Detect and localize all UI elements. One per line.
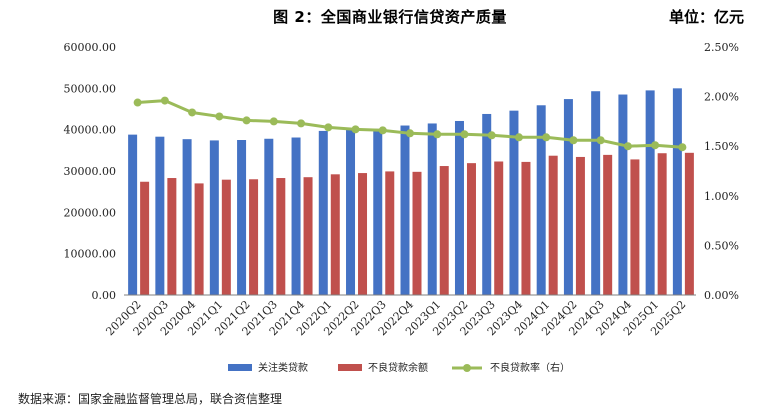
legend-item-attention-loans: 关注类贷款 <box>228 361 308 374</box>
left-axis-tick-label: 30000.00 <box>64 165 117 178</box>
bar-attention-loans <box>373 128 383 295</box>
point-npl-ratio <box>378 126 387 135</box>
point-npl-ratio <box>569 136 578 145</box>
point-npl-ratio <box>351 125 360 134</box>
right-axis-tick-label: 2.50% <box>704 41 739 54</box>
legend-item-npl-ratio: 不良贷款率（右） <box>452 361 570 374</box>
bar-npl-balance <box>466 163 476 295</box>
bar-attention-loans <box>591 91 601 295</box>
legend-label: 不良贷款余额 <box>368 361 428 374</box>
bar-attention-loans <box>482 113 492 296</box>
right-axis-tick-label: 2.00% <box>704 91 739 104</box>
point-npl-ratio <box>406 129 414 138</box>
bar-npl-balance <box>494 161 504 295</box>
bar-npl-balance <box>439 166 449 295</box>
bar-npl-balance <box>412 171 422 295</box>
plot-area: 0.00 10000.00 20000.00 30000.00 40000.00 5000… <box>64 41 739 338</box>
bar-attention-loans <box>209 140 219 295</box>
chart-title: 图 2：全国商业银行信贷资产质量 <box>273 8 507 26</box>
bar-npl-balance <box>684 152 694 295</box>
point-npl-ratio <box>433 130 442 139</box>
point-npl-ratio <box>324 123 333 132</box>
bar-npl-balance <box>657 153 667 295</box>
left-axis-tick-label: 60000.00 <box>64 41 117 54</box>
legend-swatch-marker <box>463 364 471 372</box>
data-source-note: 数据来源：国家金融监督管理总局，联合资信整理 <box>18 392 283 406</box>
point-npl-ratio <box>160 96 169 105</box>
point-npl-ratio <box>487 131 496 140</box>
bar-npl-balance <box>548 155 558 295</box>
point-npl-ratio <box>651 141 660 150</box>
point-npl-ratio <box>514 133 523 142</box>
right-axis-tick-label: 0.50% <box>704 239 739 252</box>
bar-attention-loans <box>645 90 655 296</box>
point-npl-ratio <box>269 117 278 126</box>
legend-swatch <box>338 364 362 371</box>
bar-npl-balance <box>249 179 259 295</box>
bar-npl-balance <box>167 178 177 295</box>
point-npl-ratio <box>542 133 551 142</box>
bar-attention-loans <box>264 138 274 295</box>
bar-attention-loans <box>128 134 138 295</box>
point-npl-ratio <box>297 119 306 128</box>
left-axis-tick-label: 20000.00 <box>64 206 117 219</box>
point-npl-ratio <box>678 143 687 152</box>
point-npl-ratio <box>460 130 469 139</box>
bar-attention-loans <box>509 110 519 295</box>
bar-npl-balance <box>140 181 150 295</box>
point-npl-ratio <box>133 98 142 107</box>
point-npl-ratio <box>596 136 605 145</box>
bar-npl-balance <box>385 171 395 295</box>
bar-attention-loans <box>672 88 682 295</box>
point-npl-ratio <box>188 108 197 117</box>
bar-npl-balance <box>330 174 340 295</box>
bar-attention-loans <box>182 139 192 295</box>
bar-attention-loans <box>427 123 437 295</box>
left-axis-tick-label: 10000.00 <box>64 248 117 261</box>
bar-attention-loans <box>155 136 165 295</box>
bar-npl-balance <box>603 154 613 295</box>
bar-attention-loans <box>454 120 464 295</box>
bar-attention-loans <box>318 130 328 295</box>
right-axis-tick-label: 1.50% <box>704 140 739 153</box>
legend-label: 不良贷款率（右） <box>490 361 570 374</box>
bar-npl-balance <box>630 159 640 295</box>
bar-npl-balance <box>358 173 368 295</box>
bar-attention-loans <box>400 125 410 296</box>
bar-npl-balance <box>221 179 231 295</box>
legend-label: 关注类贷款 <box>258 361 308 374</box>
point-npl-ratio <box>215 112 224 121</box>
right-axis-tick-label: 0.00% <box>704 289 739 302</box>
legend-item-npl-balance: 不良贷款余额 <box>338 361 428 374</box>
legend: 关注类贷款 不良贷款余额 不良贷款率（右） <box>228 361 570 374</box>
bar-attention-loans <box>536 105 546 295</box>
legend-swatch <box>228 364 252 371</box>
bar-attention-loans <box>563 99 573 295</box>
point-npl-ratio <box>242 116 251 125</box>
bar-attention-loans <box>346 128 356 295</box>
left-axis-tick-label: 0.00 <box>92 289 117 302</box>
bar-attention-loans <box>291 137 301 295</box>
bar-attention-loans <box>237 140 247 295</box>
bar-npl-balance <box>194 183 204 295</box>
left-axis-tick-label: 50000.00 <box>64 82 117 95</box>
bar-npl-balance <box>276 178 286 295</box>
left-axis-tick-label: 40000.00 <box>64 124 117 137</box>
bar-attention-loans <box>618 94 628 296</box>
bar-npl-balance <box>303 177 313 295</box>
bar-npl-balance <box>575 156 585 295</box>
point-npl-ratio <box>623 142 632 151</box>
right-axis-tick-label: 1.00% <box>704 190 739 203</box>
bar-npl-balance <box>521 161 531 295</box>
unit-label: 单位：亿元 <box>668 8 744 26</box>
